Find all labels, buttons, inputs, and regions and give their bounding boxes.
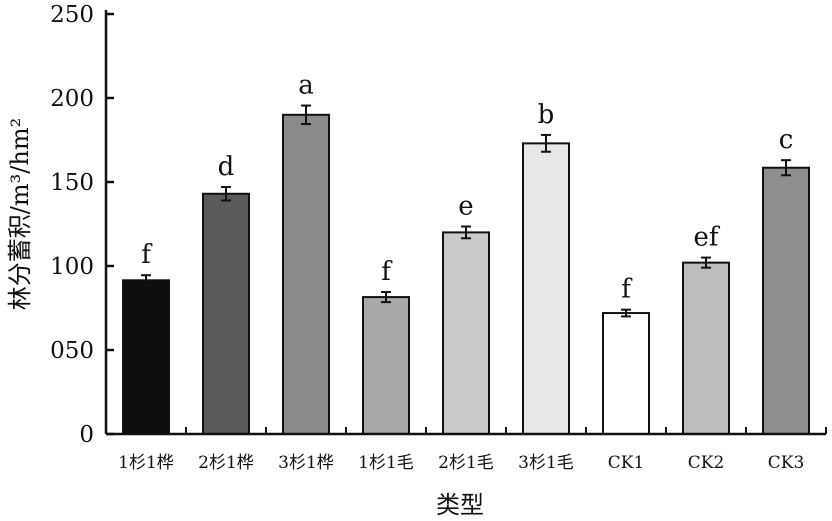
- bar: [202, 192, 250, 435]
- x-tick-label: 2杉1桦: [198, 453, 254, 473]
- significance-label: f: [621, 275, 633, 305]
- x-tick-label: 1杉1毛: [358, 453, 414, 473]
- bar: [522, 142, 570, 436]
- x-axis-title: 类型: [436, 491, 484, 519]
- x-tick-label: 3杉1桦: [278, 453, 334, 473]
- y-tick-label: 100: [50, 254, 94, 280]
- x-tick-label: CK1: [608, 453, 645, 473]
- x-tick-label: CK3: [768, 453, 805, 473]
- y-tick-label: 0: [79, 422, 94, 448]
- bars-layer: f d a f e b f ef c: [122, 71, 810, 436]
- y-tick-label: 250: [50, 2, 94, 28]
- y-tick-label: 150: [50, 170, 94, 196]
- axes-layer: 0 050 100 150 200 250 1杉1桦 2杉1桦 3杉1桦 1杉1毛 2杉1毛 3杉1毛…: [50, 2, 827, 473]
- significance-label: a: [298, 71, 314, 101]
- bar: [362, 296, 410, 435]
- x-tick-label: CK2: [688, 453, 725, 473]
- bar: [282, 113, 330, 436]
- bar: [122, 279, 170, 435]
- x-tick-label: 3杉1毛: [518, 453, 574, 473]
- significance-label: c: [779, 125, 794, 155]
- x-tick-label: 2杉1毛: [438, 453, 494, 473]
- significance-label: f: [141, 240, 153, 270]
- bar: [602, 312, 650, 436]
- bar: [442, 231, 490, 435]
- y-tick-label: 200: [50, 86, 94, 112]
- significance-label: d: [218, 152, 235, 182]
- y-axis-title: 林分蓄积/m³/hm²: [6, 118, 34, 310]
- bar: [682, 261, 730, 436]
- significance-label: ef: [693, 223, 720, 253]
- significance-label: e: [458, 192, 473, 222]
- bar: [762, 166, 810, 435]
- x-tick-label: 1杉1桦: [118, 453, 174, 473]
- significance-label: f: [381, 257, 393, 287]
- y-tick-label: 050: [50, 338, 94, 364]
- significance-label: b: [538, 100, 555, 130]
